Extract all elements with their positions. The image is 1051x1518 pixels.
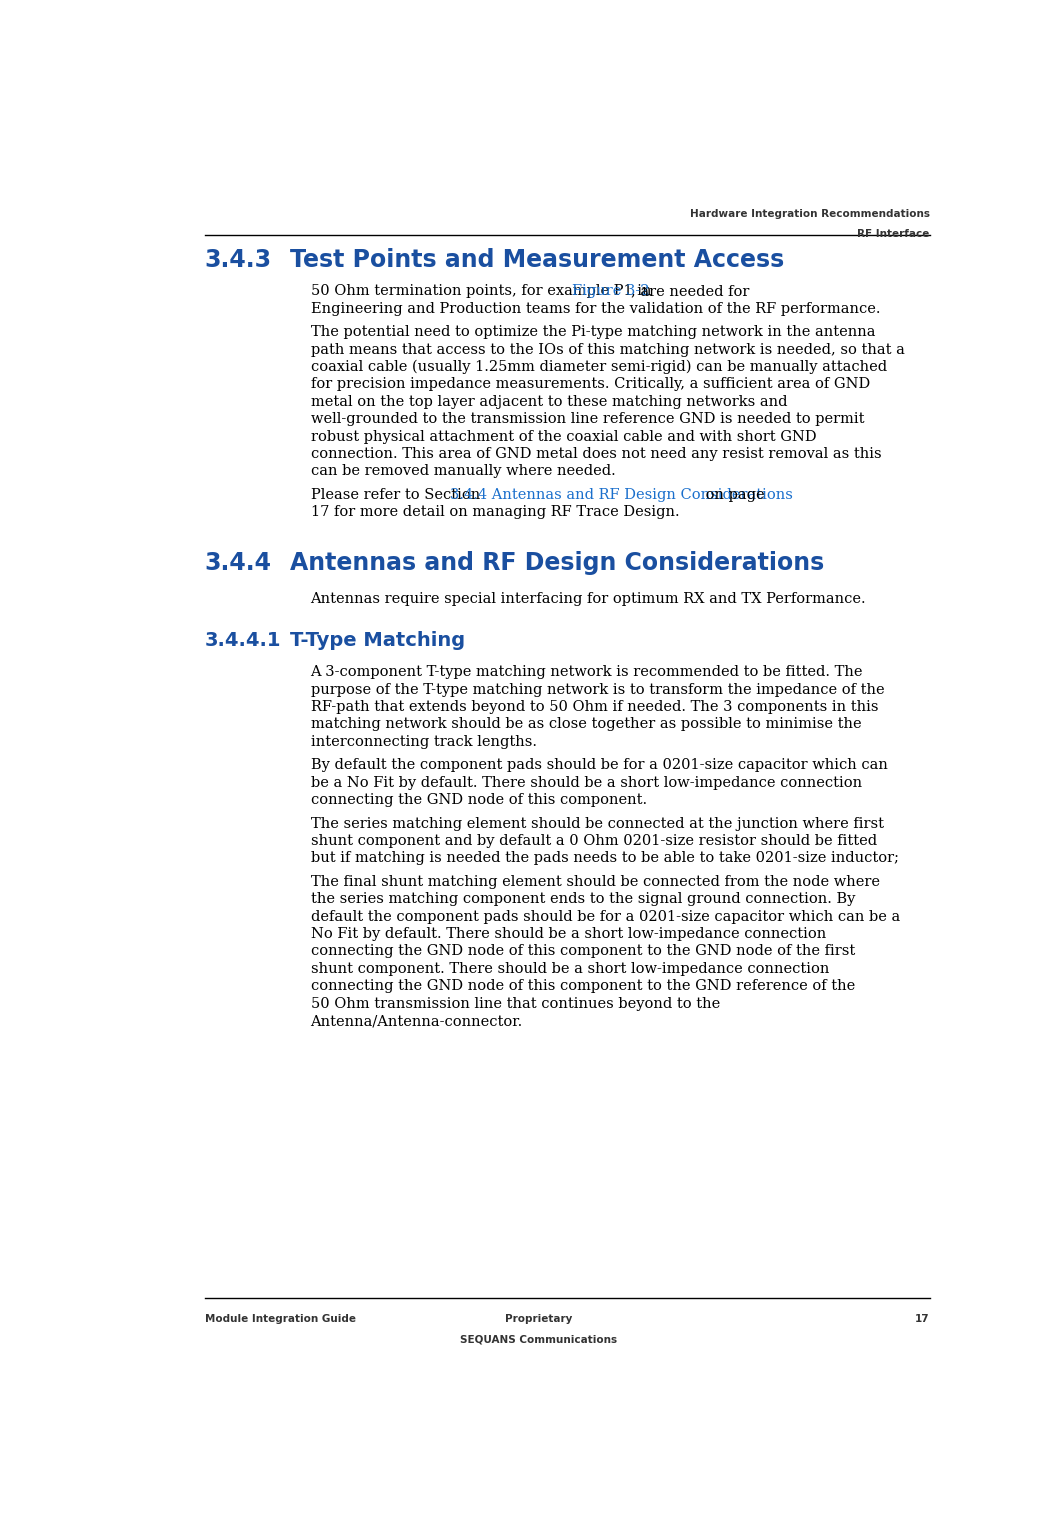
Text: Antenna/Antenna-connector.: Antenna/Antenna-connector. [311,1014,522,1028]
Text: be a No Fit by default. There should be a short low-impedance connection: be a No Fit by default. There should be … [311,776,862,789]
Text: connecting the GND node of this component to the GND node of the first: connecting the GND node of this componen… [311,944,854,958]
Text: 50 Ohm transmission line that continues beyond to the: 50 Ohm transmission line that continues … [311,997,720,1011]
Text: shunt component. There should be a short low-impedance connection: shunt component. There should be a short… [311,962,829,976]
Text: , are needed for: , are needed for [631,284,749,298]
Text: but if matching is needed the pads needs to be able to take 0201-size inductor;: but if matching is needed the pads needs… [311,852,899,865]
Text: The potential need to optimize the Pi-type matching network in the antenna: The potential need to optimize the Pi-ty… [311,325,875,339]
Text: By default the component pads should be for a 0201-size capacitor which can: By default the component pads should be … [311,759,887,773]
Text: 3.4.4.1: 3.4.4.1 [205,631,282,650]
Text: Proprietary: Proprietary [504,1313,573,1324]
Text: RF-path that extends beyond to 50 Ohm if needed. The 3 components in this: RF-path that extends beyond to 50 Ohm if… [311,700,878,713]
Text: interconnecting track lengths.: interconnecting track lengths. [311,735,537,748]
Text: the series matching component ends to the signal ground connection. By: the series matching component ends to th… [311,893,854,906]
Text: Hardware Integration Recommendations: Hardware Integration Recommendations [689,209,929,219]
Text: A 3-component T-type matching network is recommended to be fitted. The: A 3-component T-type matching network is… [311,665,863,679]
Text: 3.4.4 Antennas and RF Design Considerations: 3.4.4 Antennas and RF Design Considerati… [450,487,794,502]
Text: 3.4.4: 3.4.4 [205,551,271,574]
Text: Module Integration Guide: Module Integration Guide [205,1313,355,1324]
Text: purpose of the T-type matching network is to transform the impedance of the: purpose of the T-type matching network i… [311,683,884,697]
Text: Antennas require special interfacing for optimum RX and TX Performance.: Antennas require special interfacing for… [311,592,866,606]
Text: Please refer to Section: Please refer to Section [311,487,485,502]
Text: for precision impedance measurements. Critically, a sufficient area of GND: for precision impedance measurements. Cr… [311,378,870,392]
Text: matching network should be as close together as possible to minimise the: matching network should be as close toge… [311,718,861,732]
Text: connection. This area of GND metal does not need any resist removal as this: connection. This area of GND metal does … [311,446,881,461]
Text: The final shunt matching element should be connected from the node where: The final shunt matching element should … [311,874,880,890]
Text: metal on the top layer adjacent to these matching networks and: metal on the top layer adjacent to these… [311,395,787,408]
Text: 3.4.3: 3.4.3 [205,247,272,272]
Text: can be removed manually where needed.: can be removed manually where needed. [311,465,615,478]
Text: SEQUANS Communications: SEQUANS Communications [460,1334,617,1345]
Text: default the component pads should be for a 0201-size capacitor which can be a: default the component pads should be for… [311,909,900,923]
Text: Test Points and Measurement Access: Test Points and Measurement Access [290,247,784,272]
Text: path means that access to the IOs of this matching network is needed, so that a: path means that access to the IOs of thi… [311,343,905,357]
Text: No Fit by default. There should be a short low-impedance connection: No Fit by default. There should be a sho… [311,927,826,941]
Text: T-Type Matching: T-Type Matching [290,631,466,650]
Text: coaxial cable (usually 1.25mm diameter semi-rigid) can be manually attached: coaxial cable (usually 1.25mm diameter s… [311,360,887,375]
Text: Figure 3-2: Figure 3-2 [573,284,650,298]
Text: Engineering and Production teams for the validation of the RF performance.: Engineering and Production teams for the… [311,302,880,316]
Text: RF Interface: RF Interface [858,229,929,238]
Text: connecting the GND node of this component.: connecting the GND node of this componen… [311,792,646,808]
Text: connecting the GND node of this component to the GND reference of the: connecting the GND node of this componen… [311,979,854,993]
Text: The series matching element should be connected at the junction where first: The series matching element should be co… [311,817,884,830]
Text: Antennas and RF Design Considerations: Antennas and RF Design Considerations [290,551,824,574]
Text: on page: on page [701,487,764,502]
Text: 17 for more detail on managing RF Trace Design.: 17 for more detail on managing RF Trace … [311,505,679,519]
Text: 50 Ohm termination points, for example P1 in: 50 Ohm termination points, for example P… [311,284,656,298]
Text: robust physical attachment of the coaxial cable and with short GND: robust physical attachment of the coaxia… [311,430,817,443]
Text: shunt component and by default a 0 Ohm 0201-size resistor should be fitted: shunt component and by default a 0 Ohm 0… [311,833,877,849]
Text: well-grounded to the transmission line reference GND is needed to permit: well-grounded to the transmission line r… [311,413,864,427]
Text: 17: 17 [915,1313,929,1324]
